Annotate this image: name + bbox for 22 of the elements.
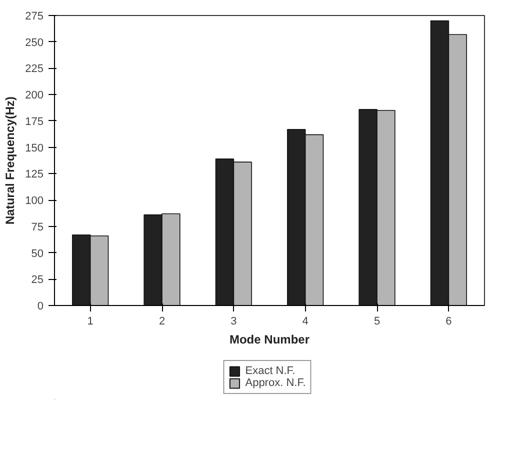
y-tick-label: 250 — [25, 36, 44, 49]
y-tick-label: 75 — [31, 221, 44, 234]
y-tick-label: 225 — [25, 63, 44, 76]
legend-label: Approx. N.F. — [245, 376, 306, 388]
y-tick-label: 25 — [31, 274, 44, 286]
y-tick-label: 100 — [25, 195, 44, 208]
legend-label: Exact N.F. — [245, 364, 296, 376]
x-tick-label: 1 — [87, 316, 94, 328]
x-tick-label: 6 — [446, 316, 452, 328]
y-tick-label: 150 — [25, 142, 44, 154]
y-tick-label: 200 — [25, 90, 44, 102]
x-tick-label: 5 — [374, 316, 380, 328]
x-tick-label: 3 — [230, 316, 237, 328]
y-tick-label: 125 — [25, 168, 44, 181]
y-axis-title: Natural Frequency(Hz) — [3, 96, 18, 225]
y-tick-label: 0 — [37, 300, 44, 312]
x-tick-label: 4 — [302, 316, 308, 328]
x-axis-title: Mode Number — [230, 332, 310, 346]
y-tick-label: 275 — [25, 10, 44, 22]
y-tick-label: 175 — [25, 116, 44, 128]
x-tick-label: 2 — [158, 316, 166, 328]
y-tick-label: 50 — [31, 248, 44, 260]
